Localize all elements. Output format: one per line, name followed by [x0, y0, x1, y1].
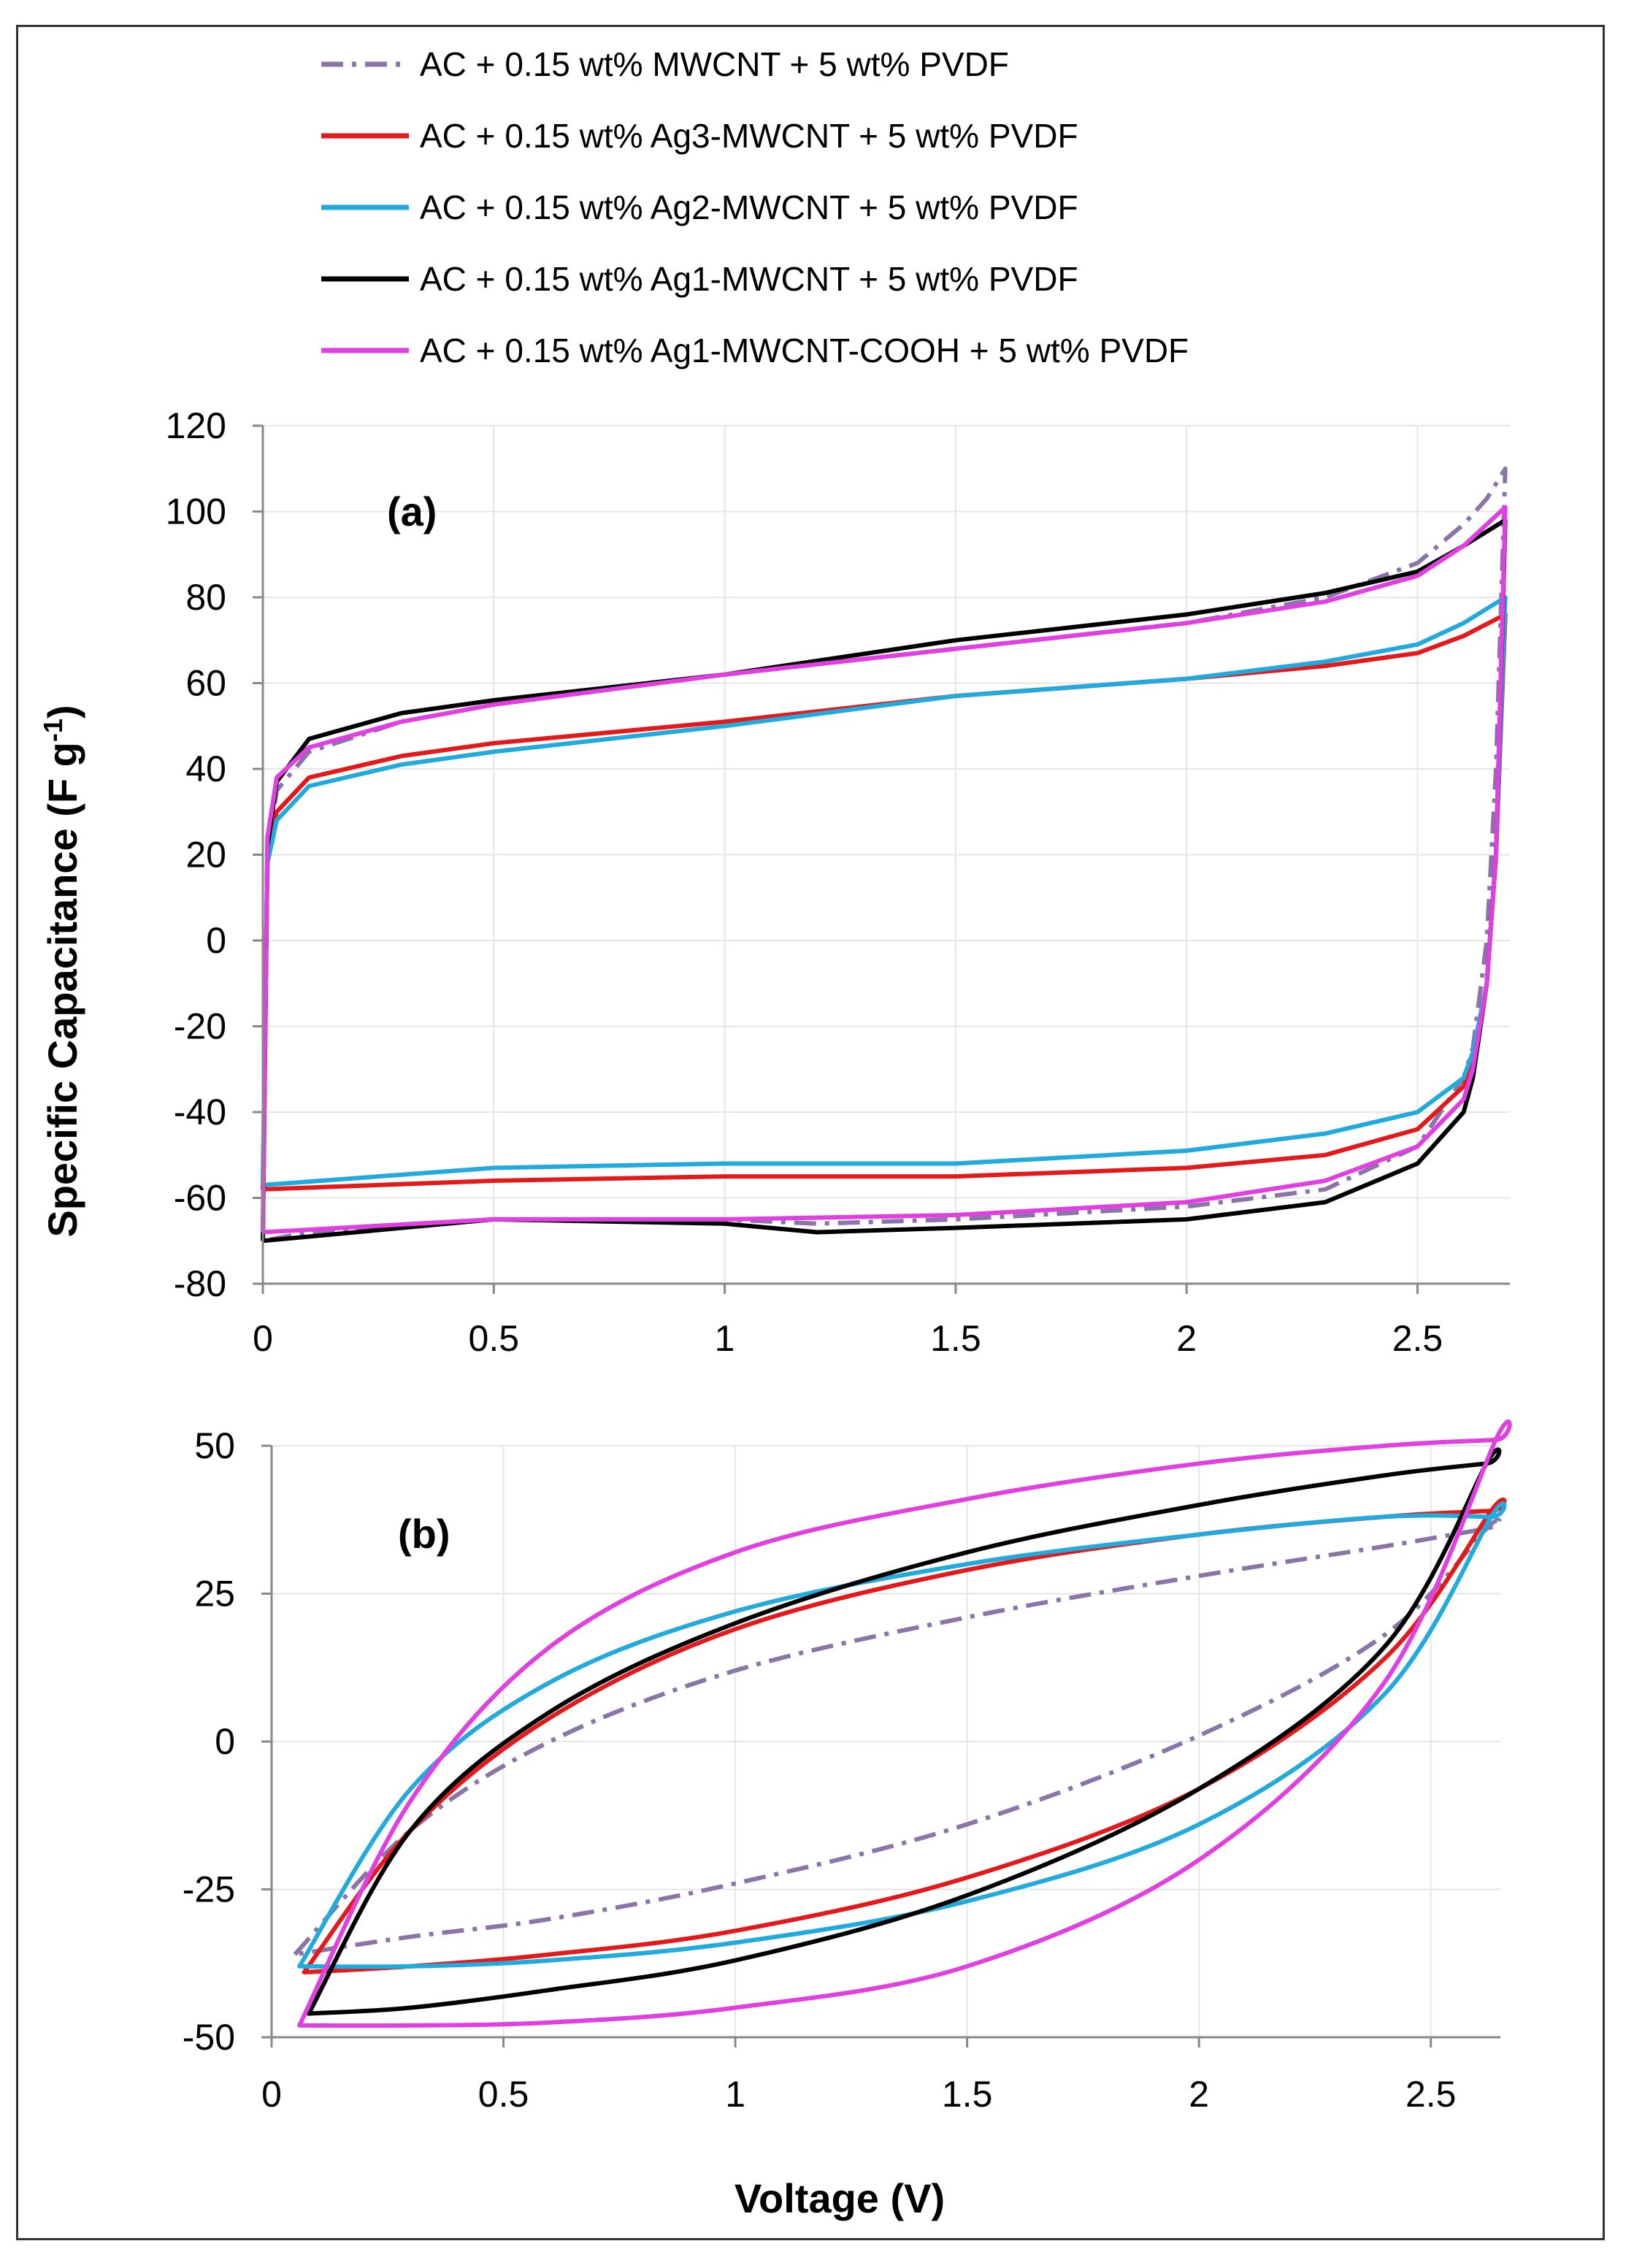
series-a-4	[261, 505, 1508, 1235]
y-axis-title: Specific Capacitance (F g-1)	[38, 705, 85, 1237]
x-tick-label-a-3: 1.5	[930, 1318, 981, 1359]
y-tick-label-b-2: 0	[215, 1721, 235, 1762]
x-tick-label-b-0: 0	[261, 2074, 282, 2115]
legend-entry-0: AC + 0.15 wt% MWCNT + 5 wt% PVDF	[420, 45, 1009, 83]
series-a	[261, 466, 1508, 1244]
x-tick-label-a-4: 2	[1176, 1318, 1197, 1359]
y-tick-label-a-1: 100	[166, 491, 226, 532]
series-b-3	[306, 1447, 1502, 2016]
y-tick-label-a-10: -80	[174, 1263, 226, 1304]
y-tick-label-a-0: 120	[166, 405, 226, 446]
x-tick-label-b-5: 2.5	[1405, 2074, 1457, 2115]
axes-b	[261, 1444, 1500, 2047]
x-tick-label-a-0: 0	[253, 1318, 273, 1359]
legend-entry-1: AC + 0.15 wt% Ag3-MWCNT + 5 wt% PVDF	[420, 117, 1078, 155]
series-b-4	[297, 1420, 1512, 2028]
y-tick-label-a-2: 80	[185, 577, 226, 618]
x-axis-title: Voltage (V)	[734, 2175, 945, 2221]
series-a-1	[261, 612, 1508, 1192]
panel-label-b: (b)	[398, 1511, 450, 1557]
x-tick-label-a-5: 2.5	[1392, 1318, 1443, 1359]
figure-frame	[16, 25, 1605, 2240]
x-tick-label-a-1: 0.5	[469, 1318, 520, 1359]
x-tick-label-b-2: 1	[725, 2074, 745, 2115]
y-tick-label-a-4: 40	[185, 748, 226, 789]
x-tick-label-b-1: 0.5	[478, 2074, 529, 2115]
series-b-0	[292, 1517, 1502, 1957]
series-b	[292, 1420, 1512, 2028]
legend-entry-4: AC + 0.15 wt% Ag1-MWCNT-COOH + 5 wt% PVD…	[420, 332, 1189, 369]
axes-a	[253, 424, 1510, 1294]
legend-entry-2: AC + 0.15 wt% Ag2-MWCNT + 5 wt% PVDF	[420, 188, 1078, 226]
y-tick-label-b-4: -50	[183, 2017, 235, 2058]
y-tick-label-a-8: -40	[174, 1092, 226, 1133]
y-tick-label-b-3: -25	[183, 1869, 235, 1910]
x-tick-label-b-3: 1.5	[942, 2074, 993, 2115]
legend-entry-3: AC + 0.15 wt% Ag1-MWCNT + 5 wt% PVDF	[420, 260, 1078, 298]
series-b-1	[302, 1497, 1507, 1974]
panel-b: 0 0.5 1 1.5 2 2.5 50 25 0 -25 -50 (b)	[183, 1420, 1512, 2115]
y-tick-label-b-0: 50	[194, 1425, 235, 1466]
panel-a: 0 0.5 1 1.5 2 2.5120100806040200-20-40-60-80 …	[166, 405, 1510, 1359]
x-tick-label-b-4: 2	[1189, 2074, 1209, 2115]
ticks-b: 0 0.5 1 1.5 2 2.5 50 25 0 -25 -50	[183, 1425, 1457, 2115]
y-tick-label-a-3: 60	[185, 663, 226, 704]
y-tick-label-a-5: 20	[185, 835, 226, 876]
y-tick-label-a-9: -60	[174, 1178, 226, 1219]
y-tick-label-b-1: 25	[194, 1574, 235, 1614]
series-b-2	[297, 1501, 1507, 1969]
series-a-2	[261, 595, 1508, 1187]
ticks-a: 0 0.5 1 1.5 2 2.5 120 100 80 60 40 20 0 -20 -40 -60 -80	[166, 405, 1443, 1359]
y-tick-label-a-7: -20	[174, 1006, 226, 1047]
x-tick-label-a-2: 1	[715, 1318, 735, 1359]
y-tick-label-a-6: 0	[206, 920, 226, 961]
panel-label-a: (a)	[387, 489, 437, 535]
legend: AC + 0.15 wt% MWCNT + 5 wt% PVDF AC + 0.1…	[321, 45, 1189, 369]
